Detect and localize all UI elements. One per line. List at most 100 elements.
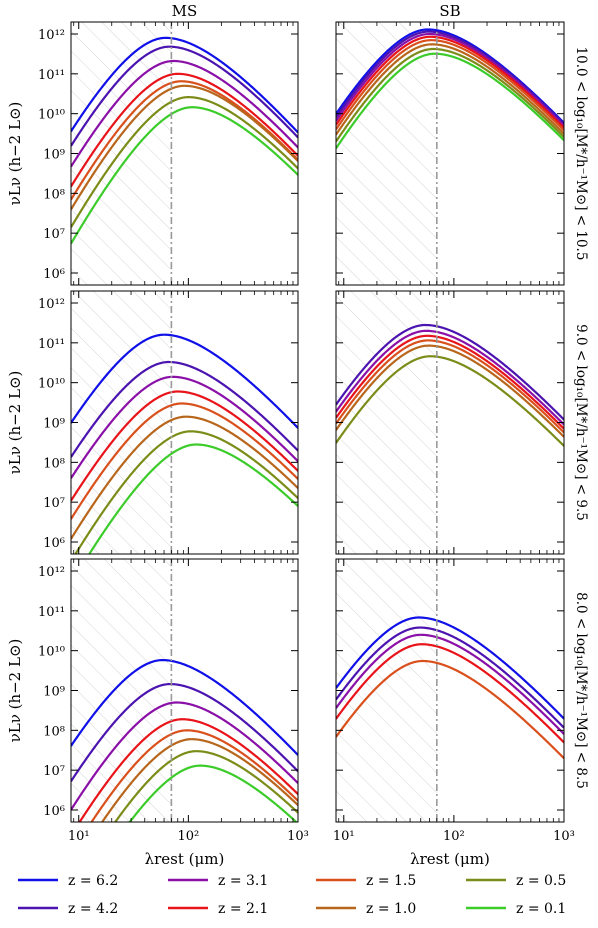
x-axis-label: λrest (μm)	[410, 850, 490, 868]
sed-curve-z4.2	[71, 360, 298, 458]
sed-curve-z0.1	[88, 443, 298, 554]
column-title-ms: MS	[172, 2, 198, 20]
y-tick-label: 10¹²	[38, 297, 65, 312]
x-tick-label: 10³	[553, 829, 575, 844]
sed-curve-z0.5	[113, 750, 298, 822]
sed-curve-z2.1	[71, 72, 298, 188]
sed-curve-z4.2	[336, 626, 564, 729]
x-tick-label: 10³	[287, 829, 309, 844]
y-tick-label: 10¹²	[38, 565, 65, 580]
y-tick-label: 10¹⁰	[38, 108, 65, 123]
legend-label: z = 6.2	[68, 873, 118, 889]
y-tick-label: 10¹¹	[38, 605, 65, 620]
legend-item-z3.1: z = 3.1	[168, 873, 268, 889]
legend-item-z4.2: z = 4.2	[18, 901, 118, 917]
sed-curve-z2.1	[336, 334, 564, 430]
sed-curve-z1.0	[336, 43, 564, 136]
row-label-2: 8.0 < log₁₀[M*/h⁻¹M⊙] < 8.5	[573, 592, 589, 789]
hatched-region	[336, 559, 437, 822]
y-tick-label: 10⁷	[43, 227, 65, 242]
panel-frame	[335, 290, 565, 555]
row-label-0: 10.0 < log₁₀[M*/h⁻¹M⊙] < 10.5	[573, 47, 589, 261]
y-tick-label: 10⁶	[43, 267, 65, 282]
y-tick-label: 10¹¹	[38, 337, 65, 352]
legend-item-z0.1: z = 0.1	[466, 901, 566, 917]
panel-grid: 10⁶ 10⁷ 10⁸ 10⁹ 10¹⁰ 10¹¹ 10¹² νLν (h−2 L⊙) MS SB…	[6, 2, 589, 868]
sed-curve-z4.2	[336, 30, 564, 126]
legend-label: z = 0.1	[516, 901, 566, 917]
sed-curve-z2.1	[336, 35, 564, 129]
sed-curve-z1.0	[71, 84, 298, 211]
sed-curve-z0.5	[74, 430, 298, 554]
sed-curve-z0.1	[71, 106, 298, 245]
sed-curve-z1.0	[100, 738, 298, 822]
sed-curve-z3.1	[336, 32, 564, 127]
panel-frame	[70, 21, 299, 286]
y-tick-label: 10⁸	[43, 187, 65, 202]
legend-label: z = 0.5	[516, 873, 566, 889]
sed-curve-z6.2	[71, 333, 298, 429]
sed-curve-z4.2	[71, 45, 298, 147]
panel-frame	[335, 21, 565, 286]
sed-curve-z6.2	[71, 36, 298, 134]
legend-item-z0.5: z = 0.5	[466, 873, 566, 889]
sed-curve-z3.1	[71, 701, 298, 811]
x-axis-label: λrest (μm)	[145, 850, 225, 868]
y-tick-label: 10¹⁰	[38, 377, 65, 392]
panel-ms-row1: 10⁶ 10⁷ 10⁸ 10⁹ 10¹⁰ 10¹¹ 10¹² νLν (h−2 L⊙)	[6, 290, 299, 555]
legend-item-z2.1: z = 2.1	[168, 901, 268, 917]
sed-curve-z4.2	[71, 682, 298, 782]
panel-frame	[335, 558, 565, 823]
legend-label: z = 3.1	[218, 873, 268, 889]
y-axis-label: νLν (h−2 L⊙)	[6, 371, 24, 475]
sed-curve-z1.5	[71, 402, 298, 520]
panel-sb-row1: 9.0 < log₁₀[M*/h⁻¹M⊙] < 9.5	[335, 290, 589, 555]
y-tick-label: 10⁷	[43, 496, 65, 511]
sed-curve-z1.0	[71, 415, 298, 540]
legend-label: z = 1.5	[366, 873, 416, 889]
sed-curve-z0.5	[336, 355, 564, 447]
sed-curve-z0.1	[128, 764, 298, 822]
sed-curve-z1.5	[90, 729, 298, 822]
sed-curve-z2.1	[336, 643, 564, 744]
y-tick-label: 10¹⁰	[38, 645, 65, 660]
sed-curve-z0.5	[336, 47, 564, 143]
y-tick-label: 10⁶	[43, 804, 65, 819]
hatched-region	[71, 22, 172, 285]
y-tick-label: 10⁹	[43, 148, 65, 163]
panel-frame	[70, 558, 299, 823]
panel-sb-row2: 10¹ 10² 10³ λrest (μm) 8.0 < log₁₀[M*/h⁻¹M⊙]…	[333, 558, 589, 868]
sed-curve-z3.1	[71, 59, 298, 168]
sed-curve-z1.0	[336, 344, 564, 438]
sed-curve-z3.1	[336, 633, 564, 735]
legend: z = 6.2 z = 4.2 z = 3.1 z = 2.1 z = 1.5 z = 1…	[18, 873, 566, 917]
x-tick-label: 10²	[443, 829, 465, 844]
sed-curve-z2.1	[78, 718, 298, 822]
y-axis-label: νLν (h−2 L⊙)	[6, 639, 24, 743]
y-tick-label: 10¹²	[38, 28, 65, 43]
sed-curve-z6.2	[71, 658, 298, 756]
y-axis-label: νLν (h−2 L⊙)	[6, 102, 24, 206]
sed-curve-z1.5	[336, 659, 564, 760]
sed-curve-z2.1	[71, 390, 298, 502]
panel-frame	[70, 290, 299, 555]
hatched-region	[71, 559, 172, 822]
y-tick-label: 10⁸	[43, 456, 65, 471]
sed-curve-z3.1	[336, 329, 564, 426]
y-tick-label: 10⁸	[43, 724, 65, 739]
sed-curve-z1.5	[336, 339, 564, 434]
sed-curve-z0.5	[71, 96, 298, 228]
legend-label: z = 1.0	[366, 901, 416, 917]
sed-curve-z6.2	[336, 616, 564, 720]
column-title-sb: SB	[439, 2, 460, 20]
row-label-1: 9.0 < log₁₀[M*/h⁻¹M⊙] < 9.5	[573, 324, 589, 521]
sed-curve-z3.1	[71, 375, 298, 479]
x-tick-label: 10²	[177, 829, 199, 844]
sed-curve-z0.1	[336, 52, 564, 149]
hatched-region	[336, 291, 437, 554]
sed-curve-z4.2	[336, 323, 564, 421]
legend-label: z = 4.2	[68, 901, 118, 917]
x-tick-label: 10¹	[333, 829, 355, 844]
sed-curve-z1.5	[71, 80, 298, 201]
